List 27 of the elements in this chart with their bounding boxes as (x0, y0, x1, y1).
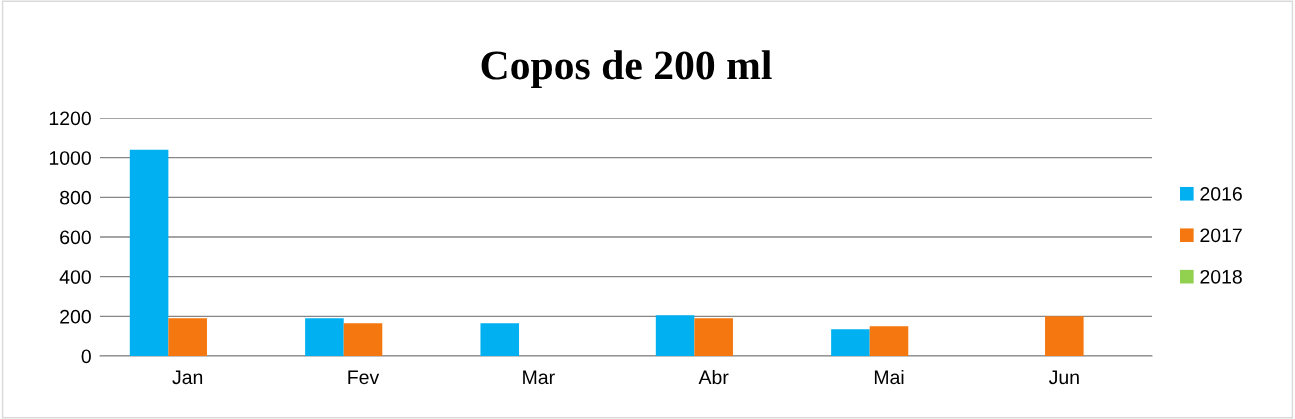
x-tick-label: Jun (1048, 370, 1079, 385)
bar (305, 318, 344, 356)
y-tick-label: 800 (60, 190, 91, 205)
bar (694, 318, 733, 356)
x-tick-label: Mar (523, 370, 555, 385)
bar (343, 323, 383, 356)
legend-label: 2017 (1200, 228, 1242, 243)
x-tick-label: Abr (698, 369, 729, 385)
bar (655, 315, 695, 356)
y-tick-label: 1000 (49, 151, 91, 165)
x-tick-label: Fev (348, 370, 380, 385)
bar (480, 323, 520, 356)
bar (129, 149, 169, 356)
y-tick-label: 400 (59, 270, 91, 284)
x-tick-label: Jan (172, 370, 203, 385)
y-tick-label: 1200 (49, 111, 91, 126)
legend-label: 2016 (1200, 186, 1242, 201)
y-tick-label: 600 (60, 230, 91, 245)
bar (831, 329, 870, 356)
legend-label: 2018 (1200, 269, 1242, 284)
y-tick-label: 200 (60, 309, 91, 324)
bar (869, 326, 909, 356)
x-tick-label: Mai (874, 369, 904, 385)
y-tick-label: 0 (81, 349, 91, 364)
chart-title: Copos de 200 ml (481, 50, 772, 88)
bar (168, 318, 207, 356)
bar (1045, 316, 1084, 356)
